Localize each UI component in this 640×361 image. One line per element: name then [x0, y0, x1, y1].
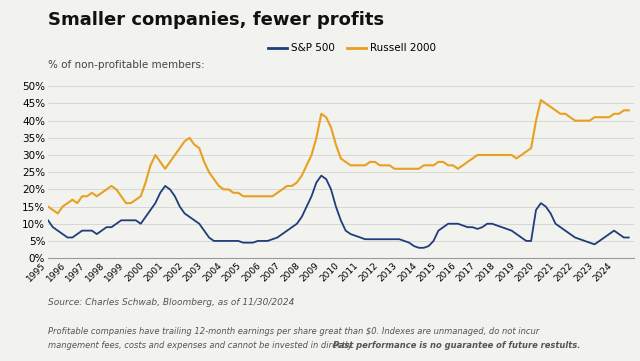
Text: % of non-profitable members:: % of non-profitable members: — [48, 60, 211, 70]
Text: Past performance is no guarantee of future restults.: Past performance is no guarantee of futu… — [333, 341, 580, 350]
Text: Source: Charles Schwab, Bloomberg, as of 11/30/2024: Source: Charles Schwab, Bloomberg, as of… — [48, 298, 294, 307]
Text: Profitable companies have trailing 12-month earnings per share great than $0. In: Profitable companies have trailing 12-mo… — [48, 327, 540, 336]
Legend: S&P 500, Russell 2000: S&P 500, Russell 2000 — [264, 39, 440, 57]
Text: mangement fees, costs and expenses and cannot be invested in directly.: mangement fees, costs and expenses and c… — [48, 341, 357, 350]
Text: Smaller companies, fewer profits: Smaller companies, fewer profits — [48, 11, 384, 29]
